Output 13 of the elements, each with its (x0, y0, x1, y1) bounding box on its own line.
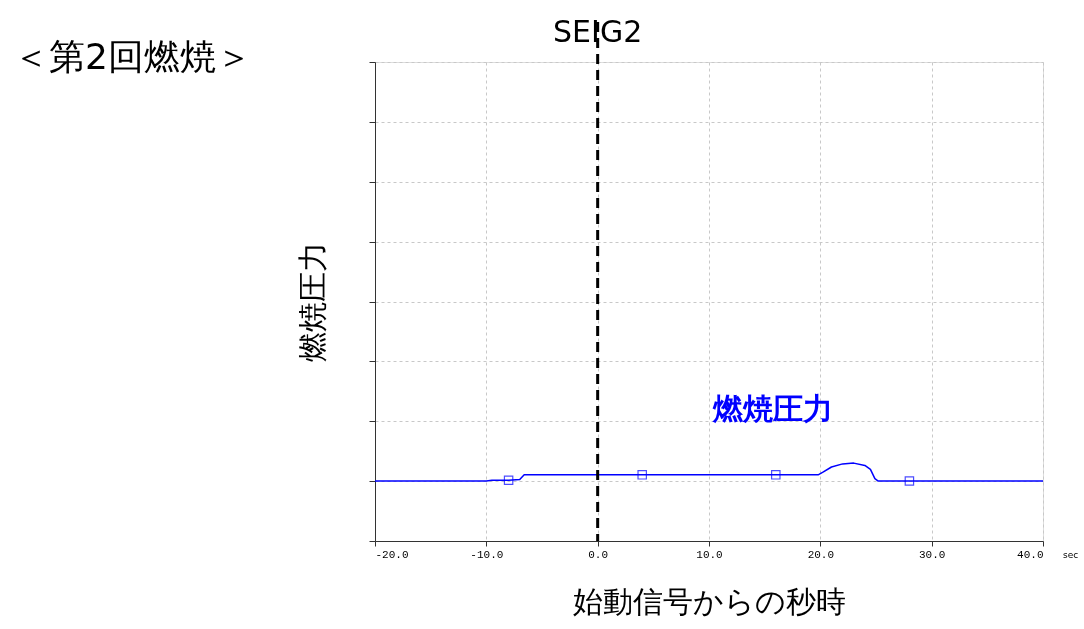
chart-title: ＜第2回燃焼＞ (13, 36, 252, 77)
x-axis-title: 始動信号からの秒時 (573, 583, 846, 619)
ref-line-label: SEIG2 (553, 14, 643, 49)
y-axis-title: 燃焼圧力 (295, 242, 330, 362)
x-tick-label: -20.0 (375, 548, 409, 561)
x-tick-label: 40.0 (1017, 548, 1044, 561)
x-tick-label: 10.0 (696, 548, 723, 561)
text: sec (1063, 550, 1079, 560)
series-label: 燃焼圧力 (712, 391, 833, 426)
x-tick-label: 30.0 (918, 548, 946, 561)
x-tick-label: 20.0 (807, 548, 835, 561)
x-tick-label: 0.0 (588, 548, 609, 561)
x-tick-label: -10.0 (470, 548, 504, 561)
